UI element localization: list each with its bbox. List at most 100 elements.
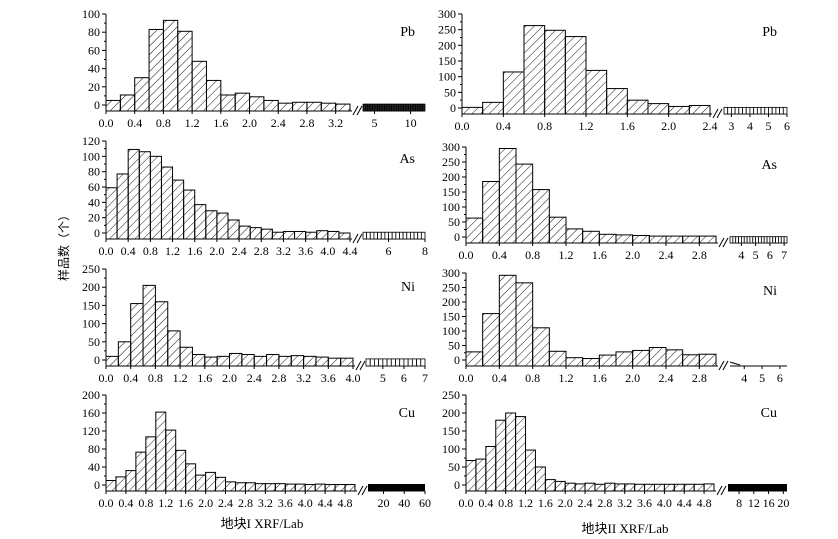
- histogram-bar: [234, 92, 251, 112]
- y-tick-label: 0: [450, 101, 456, 115]
- histogram-bar: [127, 148, 140, 240]
- x-tick-label-tail: 8: [736, 496, 742, 510]
- tail-bar: [422, 103, 426, 112]
- histogram-bar: [105, 355, 119, 367]
- x-tick-label: 2.8: [692, 371, 707, 385]
- element-label: Ni: [401, 280, 415, 295]
- x-tick-label: 2.0: [558, 496, 573, 510]
- histogram-bar: [502, 71, 525, 115]
- tail-bar: [399, 231, 404, 240]
- x-tick-label: 0.4: [496, 119, 511, 133]
- histogram-bar: [185, 463, 197, 492]
- histogram-bar: [665, 349, 684, 367]
- tail-bar: [749, 236, 754, 244]
- histogram-bar: [238, 225, 251, 240]
- histogram-bar: [584, 482, 596, 492]
- histogram-bar: [194, 204, 207, 240]
- x-tick-label: 0.8: [148, 371, 163, 385]
- element-label: Pb: [762, 25, 777, 40]
- tail-bar: [763, 236, 768, 244]
- x-tick-label: 0.8: [156, 116, 171, 130]
- y-tick-label: 100: [82, 7, 100, 21]
- x-tick-label: 3.2: [617, 496, 632, 510]
- x-tick-label: 3.6: [298, 244, 313, 258]
- x-tick-label: 0.8: [537, 119, 552, 133]
- y-tick-label: 300: [438, 7, 456, 21]
- histogram-bar: [663, 483, 675, 492]
- tail-bar: [752, 236, 757, 244]
- histogram-bar: [461, 106, 484, 115]
- histogram-bar: [282, 230, 296, 240]
- histogram-bar: [475, 458, 487, 492]
- tail-bar: [775, 106, 780, 115]
- histogram-bar: [482, 313, 500, 367]
- x-tick-label: 2.0: [625, 371, 640, 385]
- y-tick-label: 50: [448, 460, 460, 474]
- tail-bar: [365, 358, 371, 367]
- histogram-bar: [682, 235, 700, 244]
- x-tick-label: 0.8: [525, 371, 540, 385]
- axis-break-mark: [722, 360, 729, 371]
- histogram-bar: [195, 474, 207, 492]
- histogram-bar: [142, 284, 156, 367]
- histogram-bar: [548, 216, 567, 244]
- y-tick-label: 0: [454, 353, 460, 367]
- tail-bar: [411, 358, 417, 367]
- histogram-bar: [632, 349, 650, 367]
- histogram-bar: [665, 235, 684, 244]
- histogram-bar: [344, 484, 356, 492]
- tail-bar: [775, 236, 779, 244]
- x-tick-label: 2.0: [242, 116, 257, 130]
- histogram-bar: [294, 483, 306, 492]
- tail-bar: [417, 231, 422, 240]
- tail-bar: [416, 358, 422, 367]
- x-tick-label: 1.6: [620, 119, 635, 133]
- x-tick-label-tail: 6: [767, 248, 773, 262]
- y-tick-label: 250: [438, 23, 456, 37]
- histogram-bar: [271, 231, 284, 240]
- y-tick-label: 200: [82, 280, 100, 294]
- tail-bar: [382, 358, 388, 367]
- tail-bar: [727, 106, 732, 115]
- histogram-bar: [565, 228, 584, 244]
- histogram-bar: [698, 353, 717, 367]
- x-tick-label: 3.2: [276, 244, 291, 258]
- histogram-bar: [277, 102, 294, 112]
- tail-bar: [420, 231, 426, 240]
- x-tick-label-tail: 6: [777, 371, 783, 385]
- y-tick-label: 200: [442, 295, 460, 309]
- histogram-bar: [130, 303, 144, 367]
- axis-break-mark: [352, 105, 359, 116]
- x-axis-label-plot-1: 地块I XRF/Lab: [221, 516, 304, 531]
- y-tick-label: 40: [88, 460, 100, 474]
- tail-bar: [743, 236, 748, 244]
- histogram-bar: [495, 419, 507, 492]
- y-tick-label: 100: [82, 149, 100, 163]
- histogram-bar: [260, 228, 273, 240]
- x-tick-label: 0.0: [99, 496, 114, 510]
- tail-bar: [780, 236, 785, 244]
- histogram-bar: [249, 96, 265, 112]
- x-tick-label-tail: 5: [759, 371, 765, 385]
- x-tick-label: 0.8: [498, 496, 513, 510]
- axis-break-mark: [359, 360, 366, 371]
- x-tick-label-tail: 20: [378, 496, 390, 510]
- x-tick-label: 0.0: [99, 244, 114, 258]
- x-tick-label: 2.8: [238, 496, 253, 510]
- y-tick-label: 100: [438, 70, 456, 84]
- x-tick-label: 2.0: [222, 371, 237, 385]
- tail-bar: [769, 236, 774, 244]
- histogram-bar: [253, 355, 268, 367]
- y-tick-label: 0: [94, 353, 100, 367]
- x-tick-label: 1.6: [178, 496, 193, 510]
- y-tick-label: 60: [88, 43, 100, 57]
- y-tick-label: 50: [448, 215, 460, 229]
- axis-break-mark: [356, 105, 363, 116]
- x-tick-label: 2.8: [254, 244, 269, 258]
- x-tick-label: 1.2: [165, 244, 180, 258]
- histogram-bar: [688, 104, 711, 115]
- x-tick-label: 2.4: [659, 248, 674, 262]
- x-tick-label: 1.2: [173, 371, 188, 385]
